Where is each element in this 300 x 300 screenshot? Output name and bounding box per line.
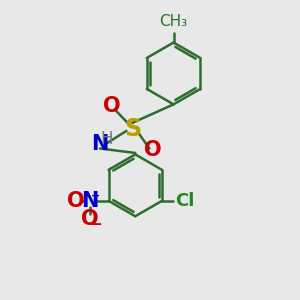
Text: CH₃: CH₃ — [160, 14, 188, 29]
Text: S: S — [124, 117, 141, 141]
Text: O: O — [144, 140, 162, 160]
Text: −: − — [89, 217, 102, 232]
Text: O: O — [103, 96, 121, 116]
Text: +: + — [91, 191, 100, 201]
Text: H: H — [100, 130, 113, 148]
Text: O: O — [67, 191, 85, 211]
Text: N: N — [91, 134, 109, 154]
Text: O: O — [81, 209, 99, 229]
Text: Cl: Cl — [175, 192, 195, 210]
Text: N: N — [82, 191, 99, 211]
